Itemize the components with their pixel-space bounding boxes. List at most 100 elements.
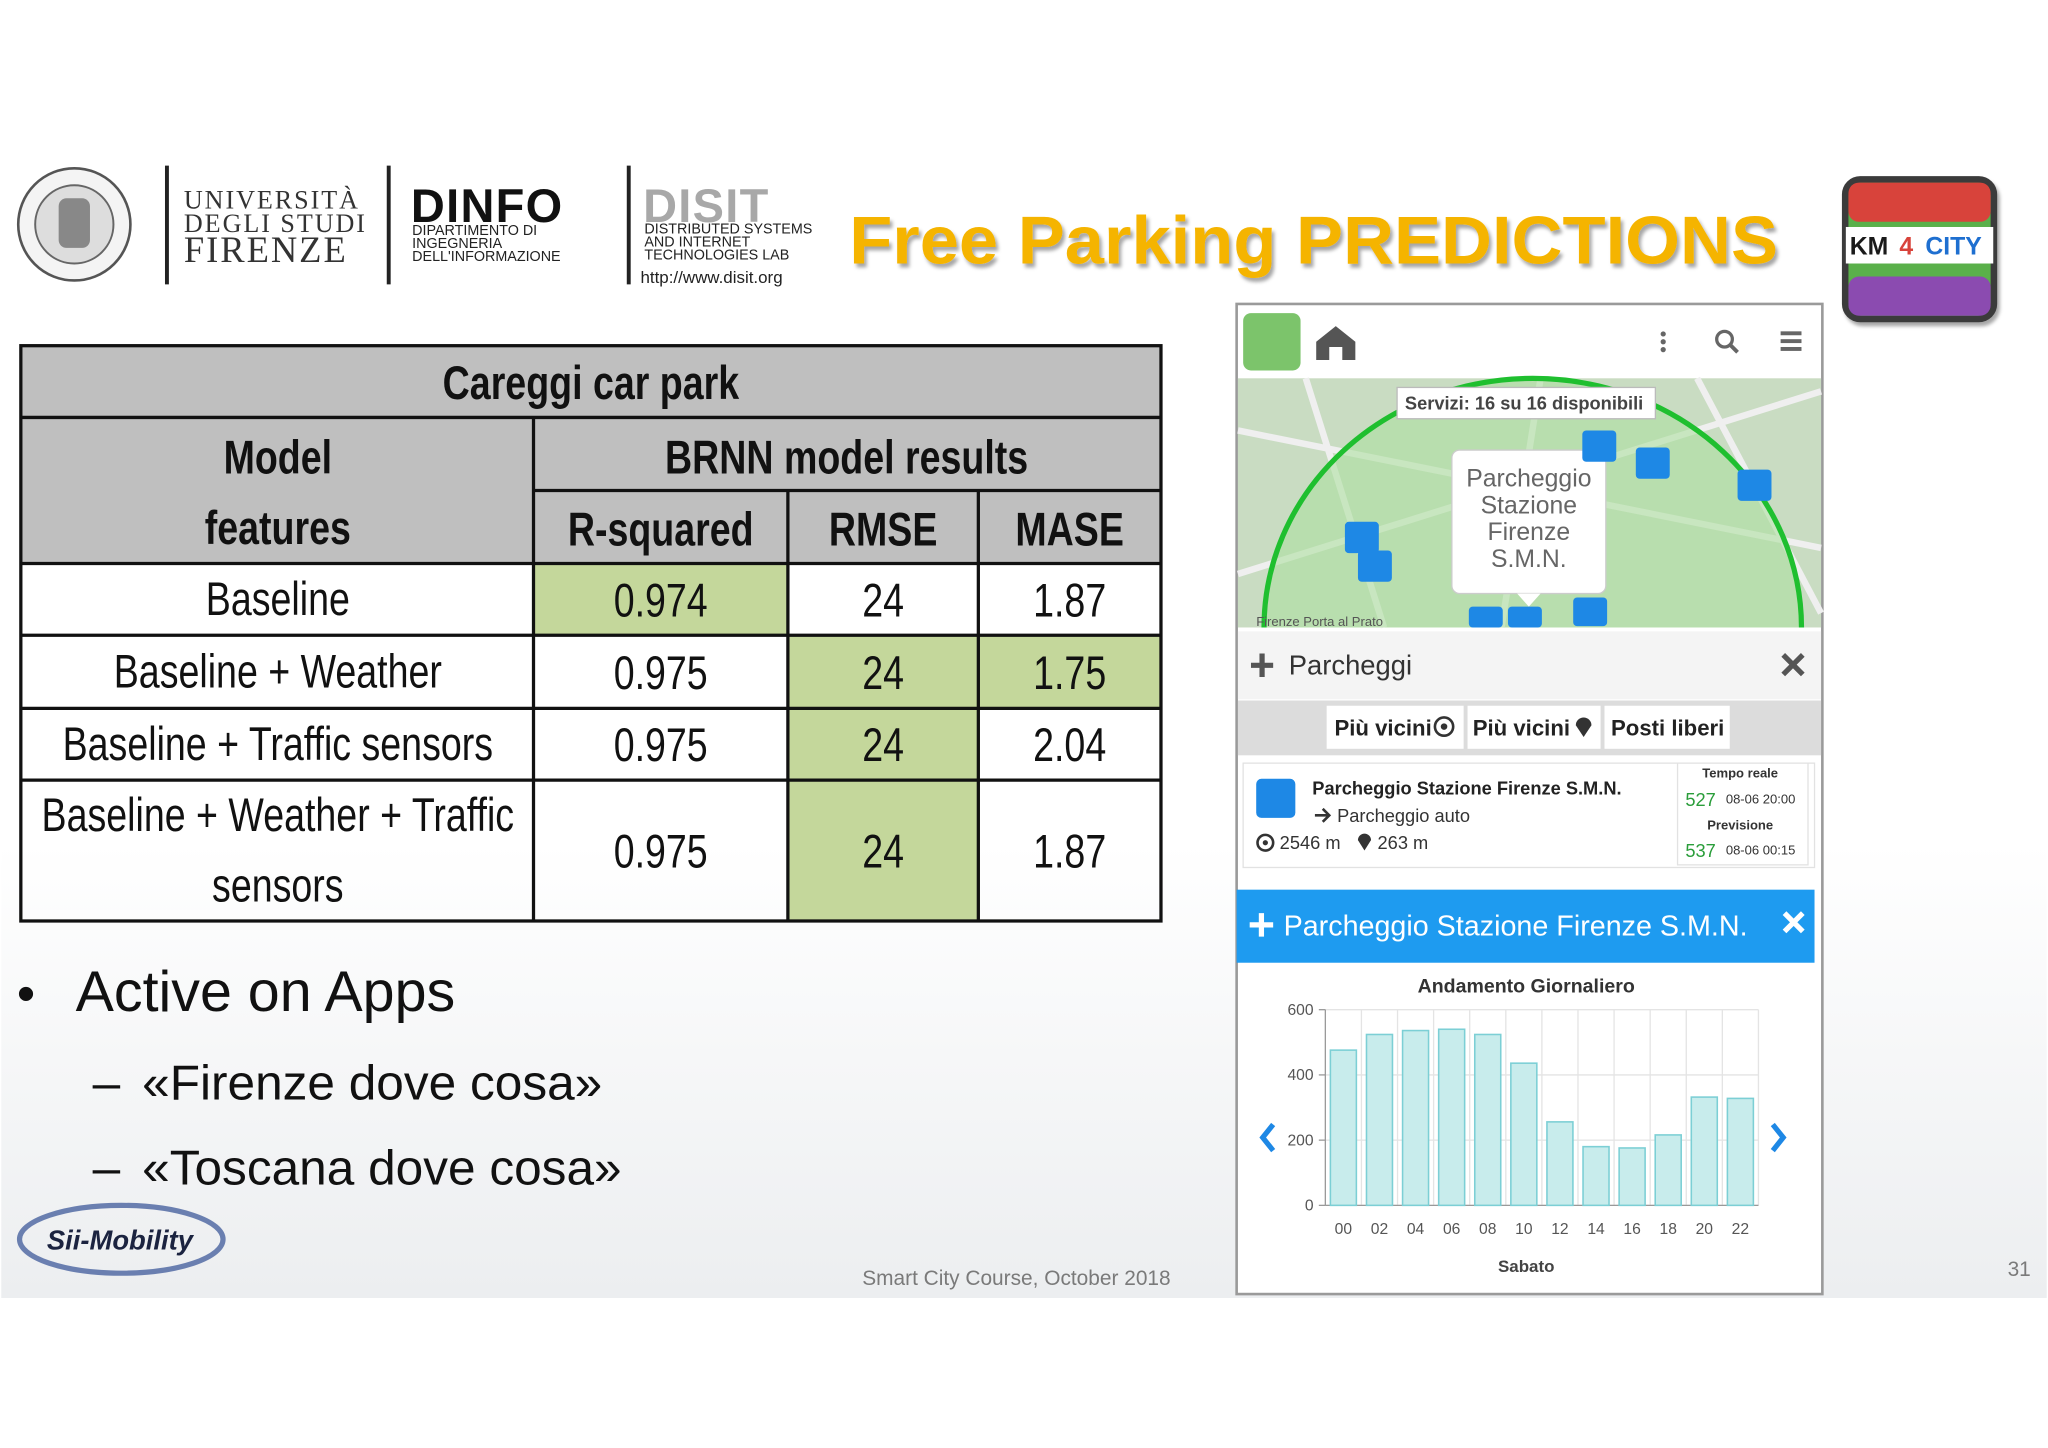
card-value: 537 — [1685, 840, 1715, 861]
bar — [1690, 1096, 1719, 1207]
bar — [1510, 1062, 1538, 1207]
disit-name: DISIT — [643, 179, 770, 232]
disit-url: http://www.disit.org — [640, 268, 782, 287]
footer-page: 31 — [2008, 1258, 2031, 1281]
detail-title: Parcheggio Stazione Firenze S.M.N. — [1284, 910, 1748, 942]
card-label: Tempo reale — [1702, 765, 1778, 780]
y-tick-label: 600 — [1287, 1002, 1313, 1019]
disit-line: TECHNOLOGIES LAB — [644, 248, 789, 264]
result-cell: 1.75 — [1033, 648, 1106, 700]
bar — [1365, 1033, 1394, 1207]
bullet-marker: • — [17, 965, 35, 1023]
x-axis-label: Sabato — [1498, 1257, 1554, 1276]
result-cell: 1.87 — [1033, 827, 1106, 879]
y-tick-label: 400 — [1287, 1067, 1313, 1084]
card-time: 08-06 20:00 — [1726, 792, 1796, 807]
model-features: Baseline + Traffic sensors — [63, 719, 493, 771]
y-tick-label: 0 — [1305, 1198, 1314, 1215]
highlight-cell — [978, 635, 1161, 709]
sii-mobility-logo — [16, 1202, 226, 1276]
model-features: sensors — [212, 861, 344, 913]
km4city-text: KM — [1850, 233, 1889, 260]
footer-course: Smart City Course, October 2018 — [862, 1267, 1170, 1290]
column-header: RMSE — [829, 504, 938, 556]
x-tick-label: 22 — [1732, 1221, 1749, 1238]
card-kind: Parcheggio auto — [1337, 805, 1470, 826]
result-cell: 24 — [862, 648, 904, 700]
x-tick-label: 04 — [1407, 1221, 1425, 1238]
km4city-text: 4 — [1899, 233, 1913, 260]
model-features: Baseline — [206, 574, 350, 626]
x-tick-label: 14 — [1587, 1221, 1605, 1238]
card-label: Previsione — [1707, 818, 1773, 833]
model-features: Baseline + Weather — [114, 647, 442, 699]
highlight-cell — [787, 708, 979, 781]
bar — [1401, 1029, 1430, 1207]
km4city-logo — [1841, 176, 1998, 323]
x-tick-label: 20 — [1696, 1221, 1714, 1238]
bar — [1618, 1147, 1646, 1207]
card-distance: 263 m — [1378, 832, 1429, 853]
map-label: Firenze Porta al Prato — [1256, 614, 1383, 629]
filter-button: Posti liberi — [1611, 716, 1724, 741]
highlight-cell — [533, 563, 788, 636]
slide-title: Free Parking PREDICTIONS — [849, 204, 1778, 279]
map-popup: Parcheggio — [1466, 466, 1591, 493]
highlight-cell — [787, 635, 979, 709]
result-cell: 24 — [862, 576, 904, 628]
dinfo-line: DIPARTIMENTO DI — [412, 223, 537, 239]
result-cell: 1.87 — [1033, 576, 1106, 628]
x-tick-label: 16 — [1623, 1221, 1641, 1238]
map-popup: Firenze — [1488, 519, 1571, 546]
bullet-sub: «Toscana dove cosa» — [142, 1139, 621, 1195]
result-cell: 0.974 — [614, 576, 708, 628]
y-tick-label: 200 — [1287, 1132, 1313, 1149]
result-cell: 0.975 — [614, 720, 708, 772]
column-header: R-squared — [568, 504, 754, 556]
bar — [1546, 1121, 1574, 1207]
x-tick-label: 10 — [1515, 1221, 1533, 1238]
card-time: 08-06 00:15 — [1726, 842, 1796, 857]
bar — [1654, 1134, 1682, 1207]
dinfo-line: DELL'INFORMAZIONE — [412, 249, 560, 265]
dinfo-name: DINFO — [411, 179, 564, 232]
bar — [1473, 1033, 1502, 1207]
map-popup: S.M.N. — [1491, 546, 1567, 573]
card-distance: 2546 m — [1280, 832, 1341, 853]
result-cell: 24 — [862, 827, 904, 879]
features-header: features — [205, 503, 351, 555]
university-line: FIRENZE — [184, 229, 348, 270]
filter-button: Più vicini — [1473, 716, 1570, 741]
dash-marker: – — [93, 1055, 121, 1111]
x-tick-label: 08 — [1479, 1221, 1497, 1238]
table-title: Careggi car park — [443, 358, 740, 410]
map-services: Servizi: 16 su 16 disponibili — [1405, 393, 1643, 414]
disit-line: AND INTERNET — [644, 235, 750, 251]
bullet-sub: «Firenze dove cosa» — [142, 1055, 602, 1111]
result-cell: 0.975 — [614, 648, 708, 700]
bar — [1726, 1097, 1755, 1207]
bar — [1437, 1028, 1466, 1207]
table-frame — [19, 344, 1163, 923]
chart-title: Andamento Giornaliero — [1418, 976, 1635, 998]
bar — [1582, 1145, 1610, 1207]
dash-marker: – — [93, 1139, 121, 1195]
highlight-cell — [787, 780, 979, 921]
bullet-main: Active on Apps — [76, 960, 456, 1024]
x-tick-label: 12 — [1551, 1221, 1568, 1238]
result-cell: 2.04 — [1033, 720, 1106, 772]
phone-screen — [1235, 302, 1824, 1296]
result-cell: 24 — [862, 720, 904, 772]
x-tick-label: 02 — [1371, 1221, 1388, 1238]
card-value: 527 — [1685, 789, 1715, 810]
km4city-text: CITY — [1925, 233, 1982, 260]
column-header: MASE — [1015, 504, 1124, 556]
disit-line: DISTRIBUTED SYSTEMS — [644, 222, 812, 238]
university-seal — [16, 166, 132, 282]
university-line: UNIVERSITÀ — [184, 186, 360, 215]
x-tick-label: 18 — [1660, 1221, 1678, 1238]
x-tick-label: 00 — [1335, 1221, 1353, 1238]
university-line: DEGLI STUDI — [184, 209, 367, 238]
